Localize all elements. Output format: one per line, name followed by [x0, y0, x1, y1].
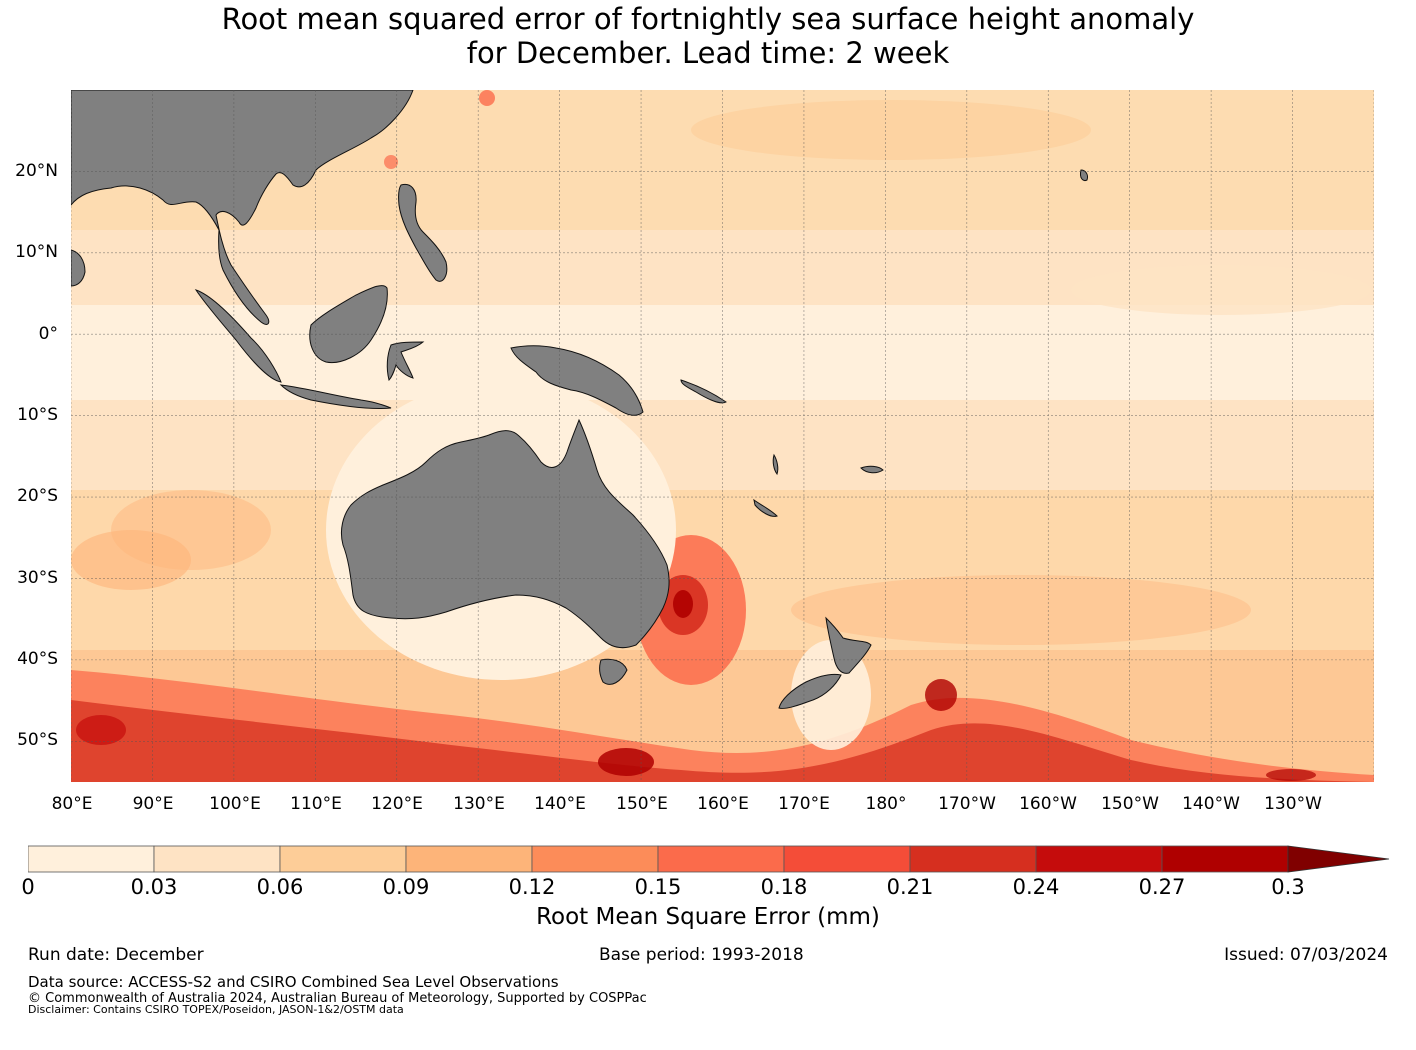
lon-label: 170°E: [778, 794, 830, 814]
lon-label: 110°E: [290, 794, 342, 814]
rmse-map: [71, 90, 1374, 782]
lon-label: 150°E: [616, 794, 668, 814]
colorbar-tick-label: 0.15: [634, 875, 682, 899]
rmse-hotspot: [598, 748, 654, 776]
land-fiji: [860, 465, 884, 474]
lat-label: 20°S: [17, 486, 58, 506]
colorbar-segment: [405, 845, 533, 873]
land-hawaii: [1080, 169, 1088, 181]
land-asia: [71, 90, 414, 325]
lat-label: 40°S: [17, 649, 58, 669]
land-borneo: [309, 285, 388, 364]
lon-label: 160°E: [697, 794, 749, 814]
data-source: Data source: ACCESS-S2 and CSIRO Combine…: [28, 973, 559, 991]
rmse-eac: [673, 590, 693, 618]
colorbar-title: Root Mean Square Error (mm): [536, 904, 880, 930]
lat-label: 30°S: [17, 568, 58, 588]
run-date: Run date: December: [28, 945, 204, 965]
lon-label: 140°W: [1182, 794, 1240, 814]
colorbar-tick-label: 0.3: [1271, 875, 1305, 899]
lat-label: 20°N: [15, 161, 58, 181]
rmse-hotspot: [384, 155, 398, 169]
colorbar-tick-label: 0.21: [886, 875, 934, 899]
lon-label: 130°W: [1264, 794, 1322, 814]
lon-label: 100°E: [209, 794, 261, 814]
rmse-patch: [791, 575, 1251, 645]
lon-label: 150°W: [1101, 794, 1159, 814]
colorbar-tick-label: 0.24: [1012, 875, 1060, 899]
rmse-southern-belt-core: [71, 700, 1374, 782]
colorbar-extend-arrow: [1287, 845, 1390, 873]
lon-label: 120°E: [371, 794, 423, 814]
rmse-hotspot: [76, 715, 126, 745]
colorbar-segment: [279, 845, 407, 873]
lat-label: 0°: [38, 324, 58, 344]
lon-label: 90°E: [132, 794, 174, 814]
disclaimer: Disclaimer: Contains CSIRO TOPEX/Poseido…: [28, 1003, 404, 1016]
rmse-patch: [691, 100, 1091, 160]
colorbar-tick-label: 0.03: [130, 875, 178, 899]
colorbar-segment: [657, 845, 785, 873]
rmse-band-equator: [71, 305, 1374, 400]
colorbar-tick-label: 0.06: [256, 875, 304, 899]
land-sulawesi: [386, 341, 425, 381]
lon-label: 140°E: [534, 794, 586, 814]
colorbar-segment: [1161, 845, 1289, 873]
land-java: [279, 384, 392, 409]
land-solomon-islands: [680, 379, 727, 404]
land-australia: [340, 418, 670, 649]
base-period: Base period: 1993-2018: [599, 945, 804, 965]
colorbar-segment: [1035, 845, 1163, 873]
colorbar: [28, 845, 1390, 873]
lat-label: 50°S: [17, 730, 58, 750]
lon-label: 180°: [865, 794, 907, 814]
colorbar-segment: [909, 845, 1037, 873]
colorbar-segment: [28, 845, 155, 873]
land-new-caledonia: [753, 498, 778, 517]
lon-label: 160°W: [1019, 794, 1077, 814]
land-sri-lanka: [71, 249, 86, 287]
colorbar-tick-label: 0.27: [1138, 875, 1186, 899]
land-nz-south: [778, 673, 842, 709]
colorbar-tick-label: 0.09: [382, 875, 430, 899]
rmse-hotspot: [925, 679, 957, 711]
land-sumatra: [194, 289, 282, 383]
chart-title-line2: for December. Lead time: 2 week: [466, 36, 950, 70]
colorbar-segment: [153, 845, 281, 873]
rmse-hotspot: [479, 90, 495, 106]
colorbar-segment: [531, 845, 659, 873]
lat-label: 10°S: [17, 405, 58, 425]
land-vanuatu: [772, 453, 779, 476]
land-new-guinea: [510, 345, 644, 416]
lon-label: 130°E: [453, 794, 505, 814]
land-philippines: [398, 183, 448, 282]
colorbar-tick-label: 0.12: [508, 875, 556, 899]
rmse-patch: [1071, 265, 1371, 315]
issued-date: Issued: 07/03/2024: [1224, 945, 1388, 965]
rmse-patch: [71, 530, 191, 590]
colorbar-segment: [783, 845, 911, 873]
rmse-hotspot: [1266, 769, 1316, 781]
lat-label: 10°N: [15, 242, 58, 262]
lon-label: 170°W: [938, 794, 996, 814]
lon-label: 80°E: [51, 794, 93, 814]
chart-title-line1: Root mean squared error of fortnightly s…: [221, 2, 1195, 36]
colorbar-tick-label: 0: [21, 875, 35, 899]
copyright: © Commonwealth of Australia 2024, Austra…: [28, 991, 647, 1006]
colorbar-tick-label: 0.18: [760, 875, 808, 899]
land-tasmania: [599, 658, 628, 685]
